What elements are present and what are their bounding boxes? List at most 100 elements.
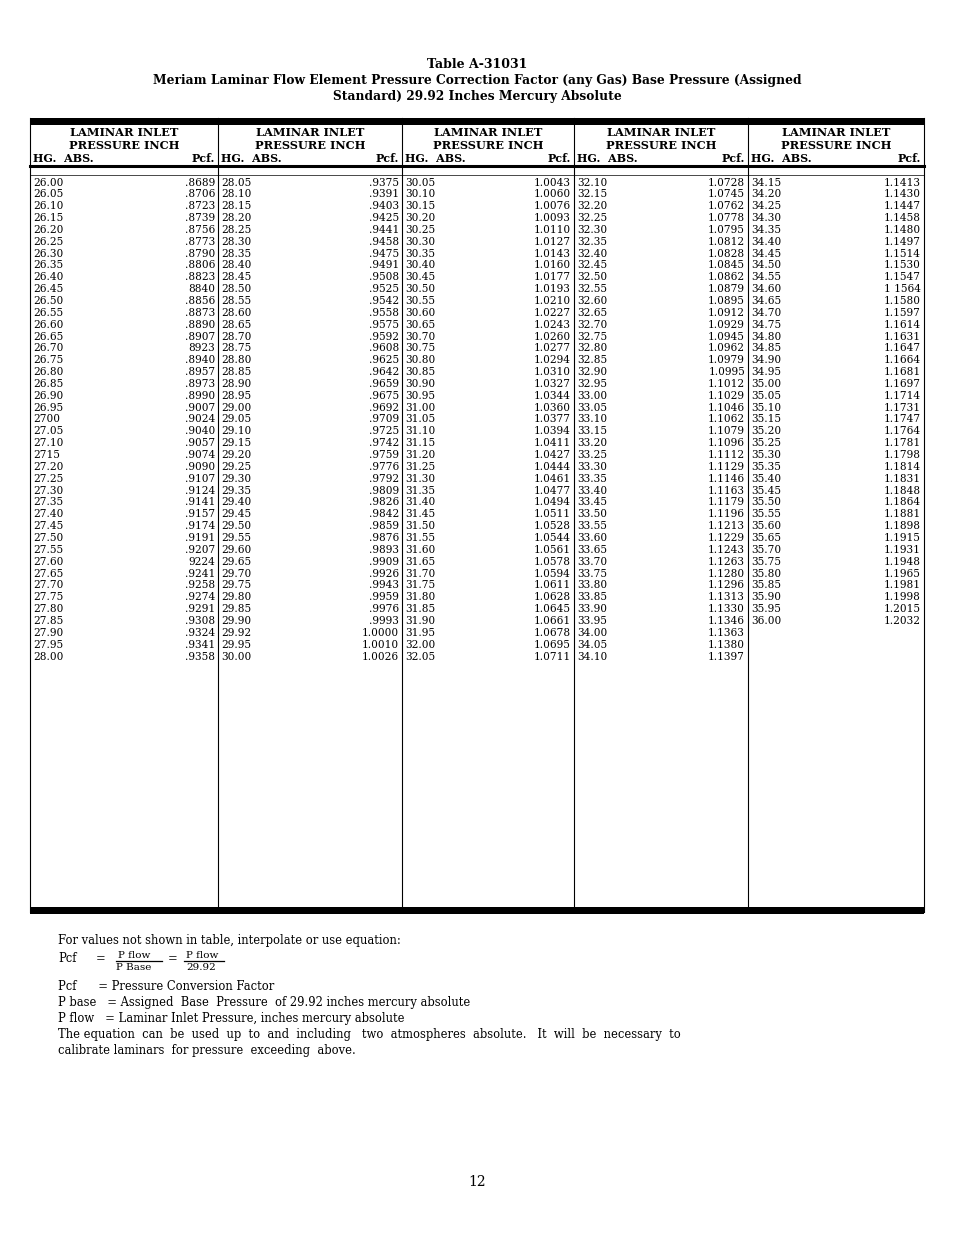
Text: .9007: .9007 — [185, 403, 214, 412]
Text: 1.1831: 1.1831 — [883, 474, 920, 484]
Text: P flow   = Laminar Inlet Pressure, inches mercury absolute: P flow = Laminar Inlet Pressure, inches … — [58, 1011, 404, 1025]
Text: 33.20: 33.20 — [577, 438, 606, 448]
Text: 1.1998: 1.1998 — [883, 593, 920, 603]
Text: 31.05: 31.05 — [405, 415, 435, 425]
Text: 28.55: 28.55 — [221, 296, 251, 306]
Text: .9859: .9859 — [369, 521, 398, 531]
Text: 34.55: 34.55 — [750, 272, 781, 283]
Text: 35.45: 35.45 — [750, 485, 781, 495]
Text: 28.40: 28.40 — [221, 261, 251, 270]
Text: Pcf.: Pcf. — [547, 153, 571, 164]
Text: 28.75: 28.75 — [221, 343, 251, 353]
Text: 30.30: 30.30 — [405, 237, 435, 247]
Text: 32.60: 32.60 — [577, 296, 607, 306]
Text: 1.1163: 1.1163 — [707, 485, 744, 495]
Text: 30.40: 30.40 — [405, 261, 435, 270]
Text: 1.1213: 1.1213 — [707, 521, 744, 531]
Text: 1.1664: 1.1664 — [882, 356, 920, 366]
Text: 1.1146: 1.1146 — [707, 474, 744, 484]
Text: .9458: .9458 — [369, 237, 398, 247]
Text: .9391: .9391 — [369, 189, 398, 199]
Text: 26.95: 26.95 — [33, 403, 63, 412]
Text: 1.0728: 1.0728 — [707, 178, 744, 188]
Text: 28.25: 28.25 — [221, 225, 251, 235]
Text: 1.0945: 1.0945 — [707, 331, 744, 342]
Text: 1.1530: 1.1530 — [883, 261, 920, 270]
Text: .8990: .8990 — [185, 390, 214, 401]
Text: 31.60: 31.60 — [405, 545, 435, 555]
Text: .9709: .9709 — [369, 415, 398, 425]
Text: .8689: .8689 — [185, 178, 214, 188]
Text: .9809: .9809 — [369, 485, 398, 495]
Text: 31.80: 31.80 — [405, 593, 435, 603]
Text: 30.50: 30.50 — [405, 284, 435, 294]
Text: 26.60: 26.60 — [33, 320, 63, 330]
Text: .9107: .9107 — [185, 474, 214, 484]
Text: 29.90: 29.90 — [221, 616, 251, 626]
Text: 31.00: 31.00 — [405, 403, 435, 412]
Text: 34.65: 34.65 — [750, 296, 781, 306]
Text: 35.65: 35.65 — [750, 534, 781, 543]
Text: 32.20: 32.20 — [577, 201, 607, 211]
Text: 1.0160: 1.0160 — [534, 261, 571, 270]
Text: 26.70: 26.70 — [33, 343, 63, 353]
Text: 9224: 9224 — [188, 557, 214, 567]
Text: .9575: .9575 — [369, 320, 398, 330]
Text: 1.0377: 1.0377 — [534, 415, 571, 425]
Text: 33.05: 33.05 — [577, 403, 606, 412]
Text: 1.1681: 1.1681 — [882, 367, 920, 377]
Text: PRESSURE INCH: PRESSURE INCH — [433, 140, 542, 151]
Text: 35.25: 35.25 — [750, 438, 781, 448]
Text: 30.25: 30.25 — [405, 225, 435, 235]
Text: 1.0327: 1.0327 — [534, 379, 571, 389]
Text: 1.1931: 1.1931 — [883, 545, 920, 555]
Text: 30.60: 30.60 — [405, 308, 435, 317]
Text: .9926: .9926 — [369, 568, 398, 578]
Text: .9324: .9324 — [185, 627, 214, 637]
Text: 29.05: 29.05 — [221, 415, 251, 425]
Text: 1.0695: 1.0695 — [534, 640, 571, 650]
Text: 29.20: 29.20 — [221, 450, 251, 461]
Text: .9625: .9625 — [369, 356, 398, 366]
Text: 1.1647: 1.1647 — [882, 343, 920, 353]
Text: 1.0277: 1.0277 — [534, 343, 571, 353]
Text: 35.10: 35.10 — [750, 403, 781, 412]
Text: 30.80: 30.80 — [405, 356, 435, 366]
Text: 32.75: 32.75 — [577, 331, 606, 342]
Text: 33.25: 33.25 — [577, 450, 606, 461]
Text: 31.95: 31.95 — [405, 627, 435, 637]
Text: HG.  ABS.: HG. ABS. — [33, 153, 93, 164]
Text: 1.1313: 1.1313 — [707, 593, 744, 603]
Text: 1.0895: 1.0895 — [707, 296, 744, 306]
Text: 29.45: 29.45 — [221, 509, 251, 519]
Text: 1.1397: 1.1397 — [707, 652, 744, 662]
Text: 1.1229: 1.1229 — [707, 534, 744, 543]
Text: .9475: .9475 — [369, 248, 398, 258]
Text: 1.1129: 1.1129 — [707, 462, 744, 472]
Text: 32.80: 32.80 — [577, 343, 607, 353]
Text: 34.75: 34.75 — [750, 320, 781, 330]
Text: LAMINAR INLET: LAMINAR INLET — [255, 127, 364, 138]
Text: 1.1948: 1.1948 — [883, 557, 920, 567]
Text: 1.0678: 1.0678 — [534, 627, 571, 637]
Text: 30.85: 30.85 — [405, 367, 435, 377]
Text: 27.20: 27.20 — [33, 462, 63, 472]
Text: 1.1458: 1.1458 — [883, 214, 920, 224]
Text: 29.75: 29.75 — [221, 580, 251, 590]
Text: HG.  ABS.: HG. ABS. — [405, 153, 465, 164]
Text: 1.0544: 1.0544 — [534, 534, 571, 543]
Text: 35.60: 35.60 — [750, 521, 781, 531]
Text: 34.80: 34.80 — [750, 331, 781, 342]
Text: 27.25: 27.25 — [33, 474, 63, 484]
Text: 28.85: 28.85 — [221, 367, 251, 377]
Text: 32.95: 32.95 — [577, 379, 606, 389]
Text: .9742: .9742 — [369, 438, 398, 448]
Text: 29.40: 29.40 — [221, 498, 251, 508]
Text: 30.45: 30.45 — [405, 272, 435, 283]
Text: 1.0762: 1.0762 — [707, 201, 744, 211]
Text: 26.30: 26.30 — [33, 248, 63, 258]
Text: .9241: .9241 — [185, 568, 214, 578]
Text: 29.70: 29.70 — [221, 568, 251, 578]
Text: .9893: .9893 — [369, 545, 398, 555]
Text: 31.90: 31.90 — [405, 616, 435, 626]
